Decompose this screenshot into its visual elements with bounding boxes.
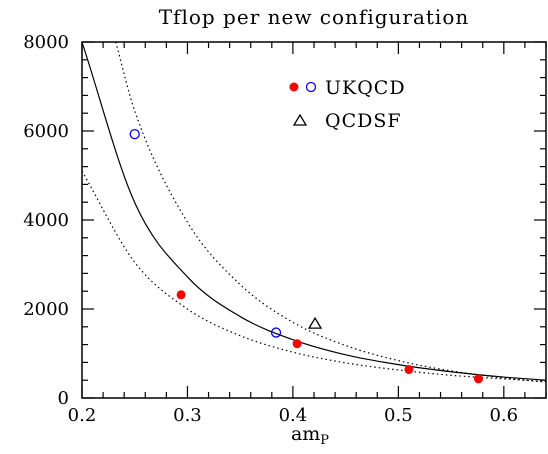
- point-ukqcd-filled-circle-2: [404, 365, 414, 375]
- legend-qcdsf-marker: [292, 113, 308, 126]
- point-ukqcd-filled-circle-3: [474, 374, 484, 384]
- tick-labels: 0.2 0.3 0.4 0.5 0.6 0 2000 4000 6000 8000: [23, 32, 518, 426]
- point-ukqcd-filled-circle-1: [292, 339, 302, 349]
- axis-ticks: [81, 41, 547, 399]
- curve-solid-0: [81, 41, 547, 381]
- fit-curves: [81, 41, 547, 383]
- point-ukqcd-filled-circle-0: [176, 290, 186, 300]
- x-axis-label-main: am: [291, 423, 320, 445]
- y-tick-label-8000: 8000: [23, 32, 69, 53]
- plot-frame: [81, 41, 547, 399]
- legend-ukqcd-open-marker: [305, 81, 317, 93]
- legend: UKQCD QCDSF: [289, 77, 406, 132]
- legend-label-qcdsf: QCDSF: [325, 110, 402, 132]
- x-tick-label-0-3: 0.3: [173, 405, 202, 426]
- x-axis-label-subscript: P: [320, 433, 329, 448]
- legend-ukqcd-filled-marker: [289, 82, 299, 92]
- legend-label-ukqcd: UKQCD: [325, 77, 406, 99]
- y-tick-label-2000: 2000: [23, 299, 69, 320]
- x-tick-label-0-6: 0.6: [489, 405, 518, 426]
- point-ukqcd-open-circle-1: [270, 327, 282, 338]
- curve-dotted-2: [81, 170, 547, 383]
- x-axis-label: amP: [291, 423, 329, 448]
- x-tick-label-0-2: 0.2: [68, 405, 97, 426]
- y-tick-label-4000: 4000: [23, 210, 69, 231]
- data-points: [129, 128, 484, 384]
- point-ukqcd-open-circle-0: [129, 128, 140, 140]
- y-tick-label-0: 0: [58, 388, 69, 409]
- x-tick-label-0-5: 0.5: [384, 405, 413, 426]
- point-qcdsf-open-triangle-0: [307, 316, 323, 329]
- y-tick-label-6000: 6000: [23, 121, 69, 142]
- chart-title: Tflop per new configuration: [159, 5, 470, 29]
- x-tick-label-0-4: 0.4: [279, 405, 308, 426]
